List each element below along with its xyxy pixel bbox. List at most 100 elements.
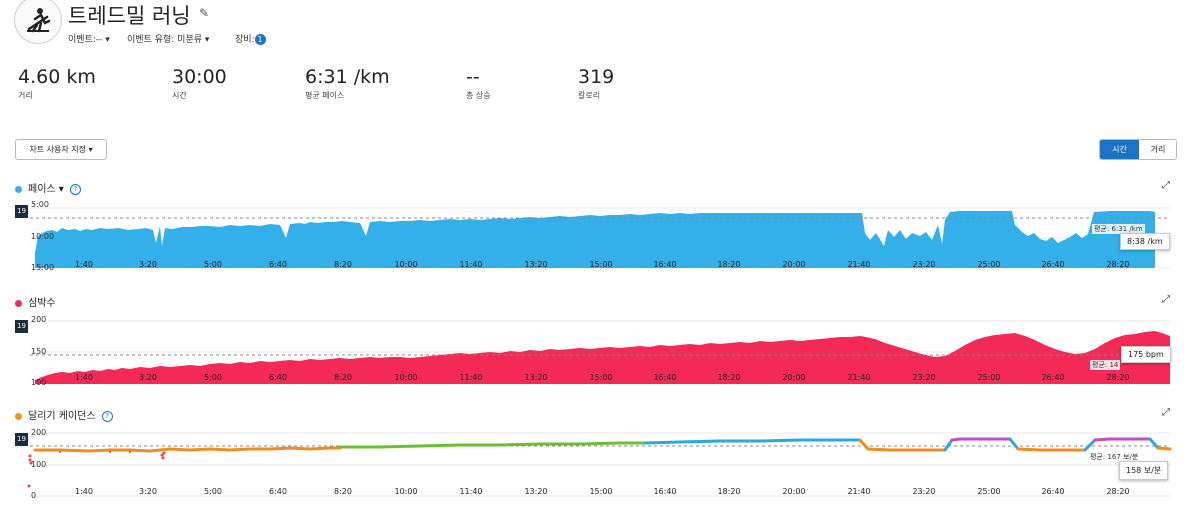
- hr-tooltip: 175 bpm: [1121, 346, 1171, 363]
- x-tick: 6:40: [269, 487, 287, 496]
- x-tick: 13:20: [524, 373, 548, 382]
- cadence-line[interactable]: [33, 437, 1172, 453]
- dropdown-arrow-icon: ▾: [105, 35, 110, 45]
- event-type-label: 이벤트 유형:: [127, 35, 175, 45]
- x-tick: 11:40: [459, 487, 483, 496]
- cadence-section-title: 달리기 케이던스?: [15, 407, 113, 422]
- pace-tooltip: 8:38 /km: [1120, 233, 1170, 250]
- event-selector[interactable]: 이벤트:-- ▾: [68, 32, 110, 45]
- hr-y-label-bottom: 100: [31, 378, 47, 387]
- activity-type-avatar: [14, 0, 62, 44]
- x-tick: 11:40: [459, 260, 483, 269]
- x-tick: 8:20: [334, 373, 352, 382]
- x-tick: 20:00: [782, 260, 806, 269]
- cadence-tooltip: 158 보/분: [1119, 461, 1169, 480]
- dropdown-arrow-icon: ▾: [204, 35, 210, 45]
- hr-y-label-top: 200: [31, 315, 47, 324]
- x-tick: 20:00: [782, 373, 806, 382]
- customize-charts-button[interactable]: 차트 사용자 지정 ▾: [15, 139, 107, 160]
- x-tick: 18:20: [717, 373, 741, 382]
- x-tick: 21:40: [847, 260, 871, 269]
- event-type-selector[interactable]: 이벤트 유형: 미분류 ▾: [127, 32, 209, 45]
- pace-y-label-mid: 10:00: [31, 232, 55, 241]
- cadence-average-label: 평균: 167 보/분: [1088, 452, 1141, 462]
- x-tick: 26:40: [1041, 487, 1065, 496]
- x-tick: 23:20: [912, 260, 936, 269]
- pace-title: 페이스: [28, 184, 56, 195]
- cadence-cursor-tag: 19: [15, 433, 28, 446]
- heart-rate-title: 심박수: [28, 298, 56, 309]
- x-tick: 25:00: [977, 487, 1001, 496]
- heart-rate-area[interactable]: [35, 331, 1170, 384]
- pace-section-title[interactable]: 페이스 ▾?: [15, 180, 81, 195]
- cadence-gridlines: [30, 432, 1170, 497]
- cadence-dot-icon: [15, 412, 22, 420]
- help-icon[interactable]: ?: [69, 183, 81, 195]
- x-tick: 8:20: [334, 487, 352, 496]
- edit-title-icon[interactable]: ✎: [199, 6, 210, 20]
- calories-value: 319: [578, 66, 615, 88]
- x-tick: 3:20: [139, 487, 157, 496]
- avg-pace-value: 6:31 /km: [305, 66, 390, 88]
- x-tick: 11:40: [459, 373, 483, 382]
- x-tick: 6:40: [269, 373, 287, 382]
- dropdown-arrow-icon[interactable]: ▾: [58, 184, 64, 195]
- pace-dot-icon: [15, 185, 22, 193]
- x-tick: 25:00: [977, 260, 1001, 269]
- x-tick: 6:40: [269, 260, 287, 269]
- x-tick: 1:40: [75, 260, 93, 269]
- distance-value: 4.60 km: [18, 66, 96, 88]
- pace-cursor-tag: 19: [15, 205, 28, 218]
- x-tick: 10:00: [394, 487, 418, 496]
- expand-icon[interactable]: ⤢: [1162, 180, 1170, 191]
- event-type-value: 미분류: [177, 35, 203, 45]
- x-tick: 5:00: [204, 487, 222, 496]
- pace-y-label-bottom: 15:00: [31, 263, 55, 272]
- expand-icon[interactable]: ⤢: [1162, 407, 1170, 418]
- cadence-title: 달리기 케이던스: [28, 411, 96, 422]
- gear-count-badge: 1: [254, 34, 266, 45]
- event-value: --: [95, 35, 103, 45]
- x-tick: 3:20: [139, 260, 157, 269]
- x-tick: 16:40: [653, 487, 677, 496]
- x-tick: 18:20: [717, 487, 741, 496]
- x-tick: 1:40: [75, 373, 93, 382]
- x-tick: 28:20: [1106, 487, 1130, 496]
- gear-label: 장비:: [235, 35, 255, 45]
- cadence-y-label-top: 200: [31, 428, 47, 437]
- gear-selector[interactable]: 장비: 1: [235, 32, 266, 45]
- time-value: 30:00: [172, 66, 227, 88]
- x-tick: 13:20: [524, 260, 548, 269]
- help-icon[interactable]: ?: [101, 410, 113, 422]
- dropdown-arrow-icon: ▾: [88, 145, 93, 154]
- cadence-y-label-mid: 100: [31, 460, 47, 469]
- hr-average-label: 평균: 14: [1090, 360, 1121, 370]
- x-tick: 25:00: [977, 373, 1001, 382]
- distance-label: 거리: [18, 91, 33, 100]
- x-tick: 16:40: [653, 260, 677, 269]
- x-tick: 28:20: [1106, 373, 1130, 382]
- x-tick: 20:00: [782, 487, 806, 496]
- avg-pace-label: 평균 페이스: [305, 91, 345, 100]
- elevation-gain-label: 총 상승: [466, 91, 491, 100]
- toggle-distance-button[interactable]: 거리: [1139, 140, 1176, 159]
- x-tick: 5:00: [204, 373, 222, 382]
- x-tick: 15:00: [589, 487, 613, 496]
- x-tick: 5:00: [204, 260, 222, 269]
- toggle-time-button[interactable]: 시간: [1100, 140, 1139, 159]
- x-tick: 23:20: [912, 487, 936, 496]
- customize-charts-label: 차트 사용자 지정: [29, 145, 87, 154]
- pace-area[interactable]: [35, 211, 1155, 268]
- pace-y-label-top: 5:00: [31, 200, 49, 209]
- x-tick: 13:20: [524, 487, 548, 496]
- x-tick: 10:00: [394, 373, 418, 382]
- x-tick: 26:40: [1041, 373, 1065, 382]
- x-tick: 16:40: [653, 373, 677, 382]
- x-tick: 3:20: [139, 373, 157, 382]
- heart-rate-dot-icon: [15, 299, 22, 307]
- expand-icon[interactable]: ⤢: [1162, 294, 1170, 305]
- x-tick: 15:00: [589, 373, 613, 382]
- cadence-y-label-bottom: 0: [31, 491, 37, 500]
- activity-title[interactable]: 트레드밀 러닝: [68, 4, 191, 28]
- x-tick: 10:00: [394, 260, 418, 269]
